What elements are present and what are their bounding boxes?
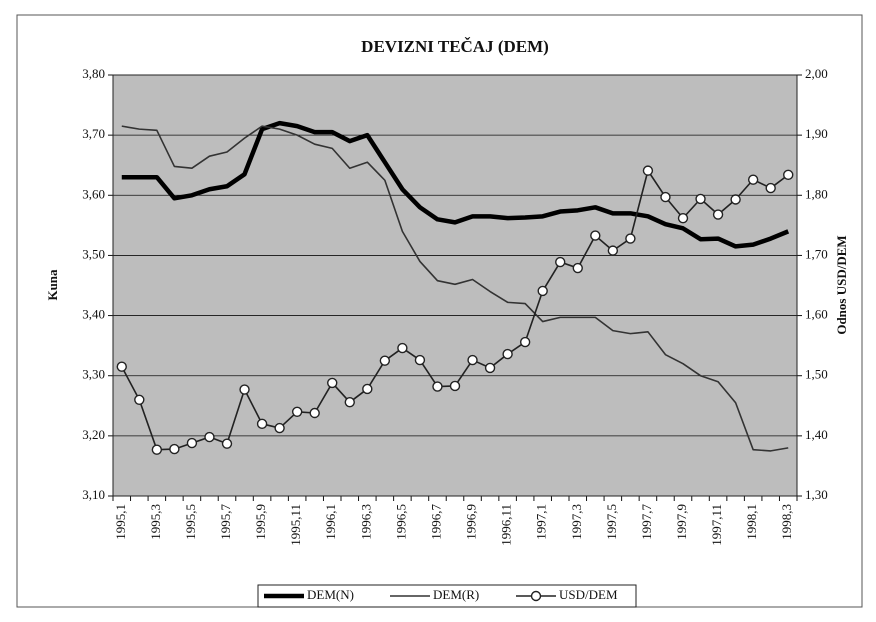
y2-tick-label: 1,50 — [805, 367, 828, 382]
legend-box — [257, 584, 637, 608]
series-marker — [134, 394, 145, 405]
series-marker — [204, 431, 215, 443]
x-tick-label: 1997,5 — [604, 504, 619, 540]
series-marker — [379, 355, 391, 366]
series-marker — [783, 169, 794, 181]
series-marker — [730, 194, 741, 205]
series-marker — [765, 182, 776, 194]
x-tick-label: 1997,3 — [569, 504, 584, 540]
y-tick-label: 3,20 — [82, 427, 105, 442]
legend-label: DEM(R) — [433, 587, 479, 602]
y2-tick-label: 1,40 — [805, 427, 828, 442]
x-tick-label: 1996,9 — [464, 504, 479, 540]
y-tick-label: 3,70 — [82, 126, 105, 141]
y2-axis-label: Odnos USD/DEM — [834, 235, 849, 334]
x-tick-label: 1995,7 — [218, 504, 233, 540]
y2-tick-label: 1,80 — [805, 186, 828, 201]
series-marker — [432, 381, 443, 392]
x-tick-label: 1996,5 — [393, 504, 408, 540]
x-tick-label: 1998,3 — [779, 504, 794, 540]
series-marker — [537, 285, 548, 297]
series-marker — [449, 380, 461, 392]
x-tick-label: 1995,11 — [288, 504, 303, 546]
series-marker — [256, 418, 268, 430]
y-tick-label: 3,60 — [82, 186, 105, 201]
y2-tick-label: 1,60 — [805, 307, 828, 322]
series-marker — [519, 336, 531, 348]
y2-tick-label: 1,90 — [805, 126, 828, 141]
x-tick-label: 1996,1 — [323, 504, 338, 540]
series-marker — [484, 362, 496, 374]
legend-marker — [530, 590, 542, 602]
x-tick-label: 1997,1 — [534, 504, 549, 540]
series-marker — [467, 354, 478, 366]
series-marker — [414, 354, 426, 366]
x-tick-label: 1995,1 — [113, 504, 128, 540]
series-marker — [695, 193, 706, 205]
y-tick-label: 3,40 — [82, 307, 105, 322]
series-marker — [642, 165, 654, 176]
legend-label: DEM(N) — [307, 587, 354, 602]
y-tick-label: 3,30 — [82, 367, 105, 382]
series-marker — [221, 438, 233, 449]
x-tick-label: 1997,9 — [674, 504, 689, 540]
series-marker — [747, 174, 759, 185]
y-axis-label: Kuna — [45, 269, 60, 301]
x-tick-label: 1997,11 — [709, 504, 724, 546]
series-marker — [151, 444, 163, 455]
series-marker — [344, 396, 355, 408]
x-tick-label: 1996,7 — [428, 504, 443, 540]
x-tick-label: 1995,5 — [183, 504, 198, 540]
series-marker — [607, 245, 619, 256]
series-marker — [169, 443, 180, 455]
series-marker — [555, 256, 566, 268]
y2-tick-label: 1,70 — [805, 246, 828, 261]
series-marker — [397, 342, 408, 354]
series-marker — [660, 191, 671, 203]
y-tick-label: 3,50 — [82, 246, 105, 261]
series-marker — [625, 233, 636, 244]
series-marker — [327, 377, 338, 389]
series-marker — [677, 212, 689, 224]
x-tick-label: 1997,7 — [639, 504, 654, 540]
x-tick-label: 1995,9 — [253, 504, 268, 540]
series-marker — [362, 383, 373, 395]
series-marker — [590, 230, 601, 241]
x-tick-label: 1996,3 — [358, 504, 373, 540]
x-tick-label: 1998,1 — [744, 504, 759, 540]
y-tick-label: 3,80 — [82, 66, 105, 81]
series-marker — [502, 348, 513, 360]
plot-area — [112, 74, 798, 497]
chart-title: DEVIZNI TEČAJ (DEM) — [361, 37, 549, 56]
y-tick-label: 3,10 — [82, 487, 105, 502]
y2-tick-label: 2,00 — [805, 66, 828, 81]
x-tick-label: 1995,3 — [148, 504, 163, 540]
series-marker — [274, 422, 285, 434]
series-marker — [712, 209, 724, 220]
series-line — [121, 125, 789, 452]
series-marker — [291, 406, 303, 417]
series-marker — [186, 437, 198, 449]
legend-label: USD/DEM — [559, 587, 618, 602]
series-line — [121, 120, 790, 249]
series-marker — [309, 407, 320, 419]
series-marker — [116, 361, 127, 372]
series-marker — [572, 262, 583, 274]
y2-tick-label: 1,30 — [805, 487, 828, 502]
series-marker — [239, 384, 250, 395]
plot-border — [112, 74, 798, 497]
x-tick-label: 1996,11 — [499, 504, 514, 546]
